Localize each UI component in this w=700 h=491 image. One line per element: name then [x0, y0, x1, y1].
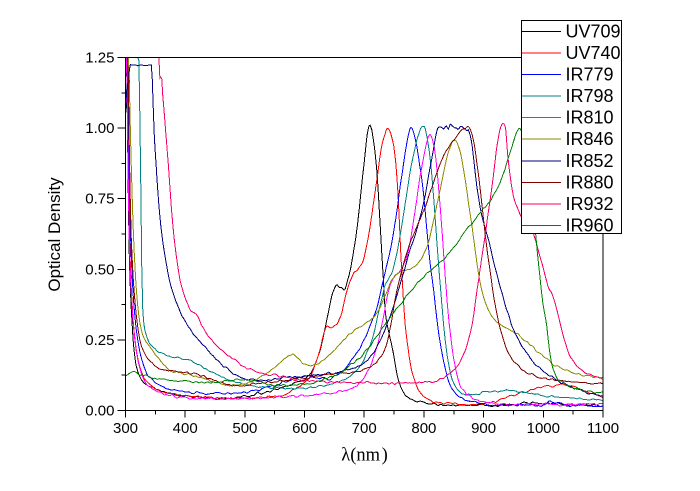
- svg-text:500: 500: [232, 420, 257, 437]
- svg-text:UV740: UV740: [566, 43, 621, 63]
- svg-text:IR960: IR960: [566, 216, 614, 236]
- svg-text:1.00: 1.00: [85, 120, 114, 137]
- svg-text:IR779: IR779: [566, 65, 614, 85]
- svg-text:1000: 1000: [527, 420, 560, 437]
- svg-text:1100: 1100: [587, 420, 619, 437]
- svg-text:IR880: IR880: [566, 172, 614, 192]
- svg-text:IR846: IR846: [566, 129, 614, 149]
- svg-text:600: 600: [292, 420, 317, 437]
- svg-text:IR810: IR810: [566, 108, 614, 128]
- svg-text:700: 700: [352, 420, 377, 437]
- svg-text:400: 400: [173, 420, 198, 437]
- svg-text:1.25: 1.25: [85, 50, 114, 67]
- svg-text:0.25: 0.25: [85, 332, 114, 349]
- svg-text:0.00: 0.00: [85, 403, 114, 420]
- svg-text:300: 300: [113, 420, 138, 437]
- svg-text:IR932: IR932: [566, 194, 614, 214]
- svg-text:Optical Density: Optical Density: [45, 177, 64, 292]
- svg-text:900: 900: [471, 420, 496, 437]
- svg-text:0.50: 0.50: [85, 261, 114, 278]
- svg-text:0.75: 0.75: [85, 191, 114, 208]
- svg-text:800: 800: [411, 420, 436, 437]
- svg-text:IR798: IR798: [566, 86, 614, 106]
- svg-text:λ(nm ): λ(nm ): [341, 446, 387, 466]
- svg-text:UV709: UV709: [566, 22, 621, 42]
- svg-text:IR852: IR852: [566, 151, 614, 171]
